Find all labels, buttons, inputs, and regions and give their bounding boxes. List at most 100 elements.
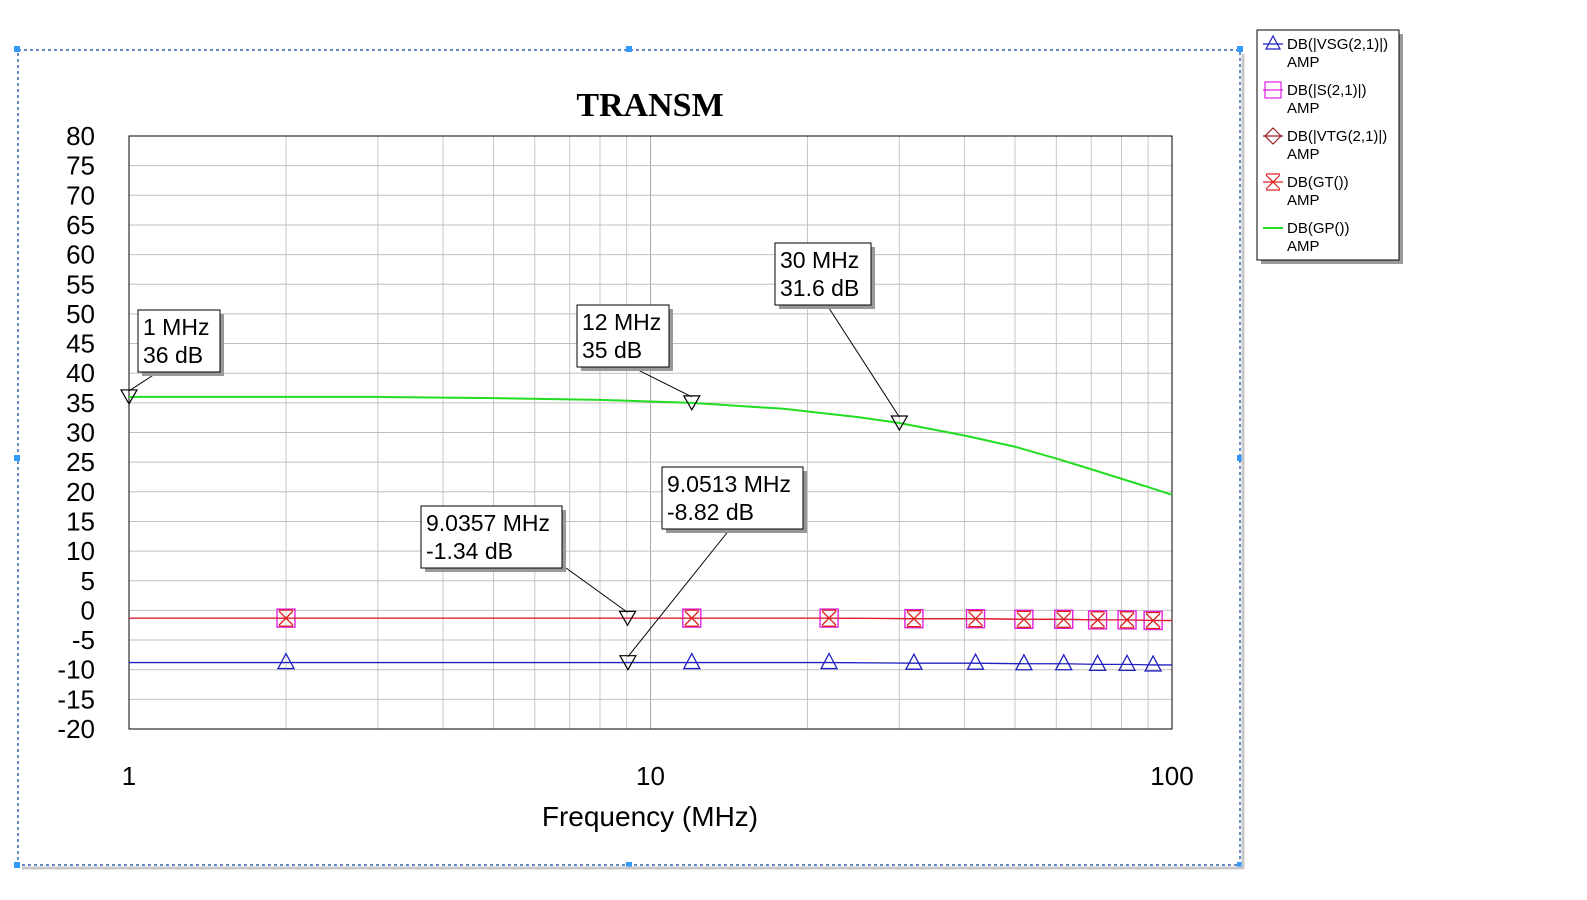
series-marker bbox=[968, 610, 983, 628]
annotation-line1: 12 MHz bbox=[582, 309, 661, 335]
legend-sublabel: AMP bbox=[1287, 54, 1320, 71]
series-marker bbox=[1119, 611, 1135, 629]
x-tick-label: 100 bbox=[1150, 761, 1193, 791]
annotation-box bbox=[661, 466, 804, 530]
annotation-line1: 9.0357 MHz bbox=[426, 510, 550, 536]
series-line bbox=[129, 395, 1173, 496]
x-axis-ticks: 1 10 100 bbox=[122, 761, 1194, 791]
x-tick-label: 10 bbox=[636, 761, 665, 791]
legend-sublabel: AMP bbox=[1287, 192, 1320, 209]
series bbox=[129, 395, 1173, 672]
y-tick-label: -15 bbox=[57, 684, 95, 714]
annotation-box bbox=[420, 505, 563, 569]
annotation-line2: 35 dB bbox=[582, 337, 642, 363]
y-tick-label: -20 bbox=[57, 714, 95, 744]
y-tick-label: 70 bbox=[66, 180, 95, 210]
legend-marker bbox=[1264, 81, 1282, 99]
legend-entry-4: DB(GP())AMP bbox=[1263, 220, 1350, 255]
legend: DB(|VSG(2,1)|)AMPDB(|S(2,1)|)AMPDB(|VTG(… bbox=[1256, 29, 1403, 264]
series-marker bbox=[821, 609, 837, 627]
annotation-line2: -8.82 dB bbox=[667, 499, 754, 525]
annotation-4: 9.0513 MHz-8.82 dB bbox=[618, 466, 807, 671]
series-marker bbox=[682, 652, 701, 670]
annotation-marker bbox=[682, 395, 701, 412]
annotation-line2: -1.34 dB bbox=[426, 538, 513, 564]
legend-sublabel: AMP bbox=[1287, 238, 1320, 255]
legend-marker bbox=[1264, 34, 1282, 50]
series-0 bbox=[129, 652, 1172, 672]
y-tick-label: 5 bbox=[81, 566, 95, 596]
legend-entry-1: DB(|S(2,1)|)AMP bbox=[1263, 81, 1366, 117]
frame-handles[interactable] bbox=[14, 46, 1243, 868]
legend-entry-2: DB(|VTG(2,1)|)AMP bbox=[1263, 127, 1387, 163]
series-marker bbox=[1054, 653, 1073, 671]
legend-box bbox=[1256, 29, 1400, 261]
annotation-line1: 1 MHz bbox=[143, 314, 209, 340]
annotation-marker bbox=[618, 610, 637, 627]
annotation-3: 9.0357 MHz-1.34 dB bbox=[420, 505, 637, 627]
y-tick-label: 65 bbox=[66, 210, 95, 240]
annotation-marker bbox=[618, 655, 637, 671]
x-tick-label: 1 bbox=[122, 761, 136, 791]
annotation-marker bbox=[119, 389, 139, 406]
series-marker bbox=[1117, 653, 1137, 672]
annotation-line1: 9.0513 MHz bbox=[667, 471, 791, 497]
annotation-line1: 30 MHz bbox=[780, 247, 859, 273]
y-tick-label: 50 bbox=[66, 299, 95, 329]
y-tick-label: 25 bbox=[66, 447, 95, 477]
y-tick-label: 75 bbox=[66, 151, 95, 181]
legend-sublabel: AMP bbox=[1287, 100, 1320, 117]
annotation-line2: 36 dB bbox=[143, 342, 203, 368]
series-marker bbox=[1144, 654, 1163, 672]
y-tick-label: 20 bbox=[66, 477, 95, 507]
series-line bbox=[129, 661, 1172, 666]
y-tick-label: 35 bbox=[66, 388, 95, 418]
y-tick-label: 10 bbox=[66, 536, 95, 566]
series-marker bbox=[966, 652, 985, 670]
legend-marker bbox=[1264, 127, 1282, 145]
y-tick-label: 40 bbox=[66, 358, 95, 388]
annotation-box bbox=[137, 309, 221, 373]
legend-marker bbox=[1265, 173, 1281, 191]
series-marker bbox=[1014, 653, 1033, 671]
series-marker bbox=[904, 652, 924, 670]
chart-title: TRANSM bbox=[576, 87, 723, 124]
y-tick-label: 15 bbox=[66, 506, 95, 536]
series-marker bbox=[906, 610, 922, 628]
series-marker bbox=[1016, 610, 1032, 628]
series-3 bbox=[129, 609, 1172, 630]
annotation-marker bbox=[890, 415, 909, 432]
y-tick-label: 0 bbox=[81, 595, 95, 625]
legend-label: DB(GT()) bbox=[1287, 174, 1349, 191]
plot-area-border bbox=[128, 135, 1173, 730]
grid bbox=[129, 136, 1172, 729]
legend-entry-3: DB(GT())AMP bbox=[1263, 173, 1349, 209]
y-tick-label: 30 bbox=[66, 418, 95, 448]
x-axis-title: Frequency (MHz) bbox=[542, 801, 758, 832]
y-tick-label: -5 bbox=[72, 625, 95, 655]
legend-label: DB(|VSG(2,1)|) bbox=[1287, 36, 1388, 53]
series-marker bbox=[1145, 611, 1161, 630]
series-marker bbox=[684, 609, 700, 627]
series-marker bbox=[1056, 610, 1072, 628]
legend-entry-0: DB(|VSG(2,1)|)AMP bbox=[1263, 34, 1388, 71]
legend-label: DB(|VTG(2,1)|) bbox=[1287, 128, 1387, 145]
annotation-leader bbox=[565, 567, 628, 613]
y-tick-label: 80 bbox=[66, 121, 95, 151]
series-marker bbox=[819, 652, 839, 670]
annotation-leader bbox=[631, 366, 693, 398]
y-tick-label: 60 bbox=[66, 240, 95, 270]
series-marker bbox=[276, 652, 296, 670]
annotation-box bbox=[774, 242, 872, 306]
annotation-leader bbox=[826, 304, 900, 418]
legend-label: DB(GP()) bbox=[1287, 220, 1350, 237]
annotation-box bbox=[576, 304, 670, 368]
y-tick-label: -10 bbox=[57, 655, 95, 685]
series-marker bbox=[278, 609, 294, 627]
legend-label: DB(|S(2,1)|) bbox=[1287, 82, 1366, 99]
